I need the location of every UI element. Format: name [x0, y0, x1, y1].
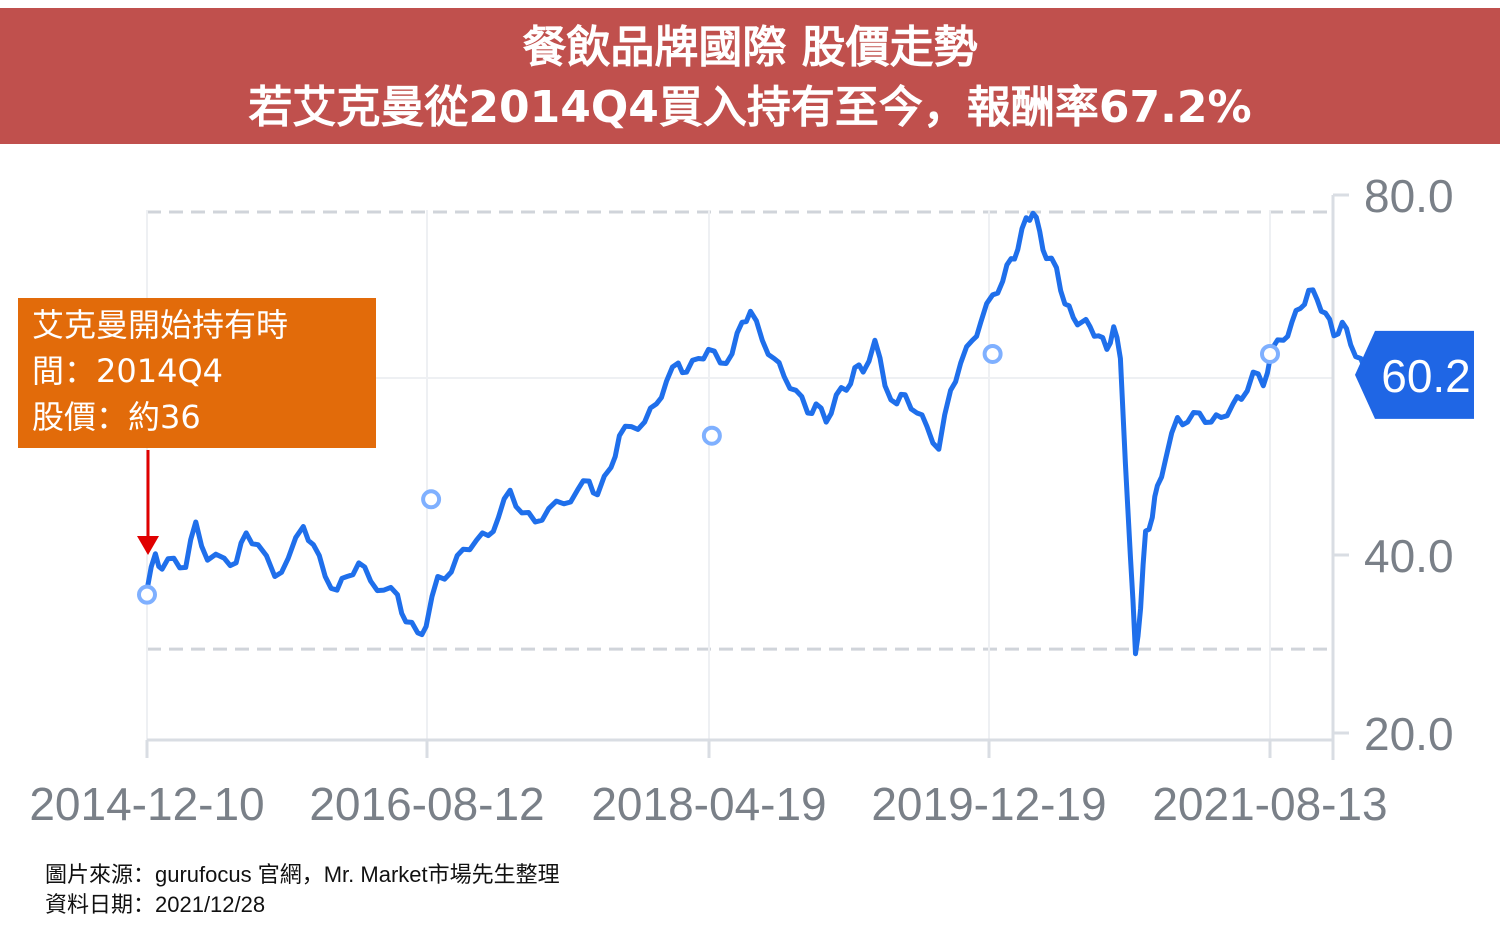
- last-value-label: 60.2: [1381, 350, 1471, 402]
- label-layer: 60.2: [1355, 330, 1474, 419]
- y-tick-label: 80.0: [1364, 170, 1454, 222]
- data-marker: [137, 584, 157, 605]
- annotation-arrow: [137, 450, 159, 555]
- arrow-head: [137, 536, 159, 555]
- x-tick-label: 2016-08-12: [309, 778, 544, 830]
- series-layer: [144, 210, 1396, 657]
- callout-line-3: 股價：約36: [32, 398, 201, 436]
- x-tick-label: 2019-12-19: [871, 778, 1106, 830]
- purchase-callout: 艾克曼開始持有時 間：2014Q4 股價：約36: [18, 298, 376, 448]
- chart-title: 餐飲品牌國際 股價走勢: [522, 22, 978, 73]
- data-marker: [421, 489, 442, 510]
- x-tick-label: 2014-12-10: [29, 778, 264, 830]
- data-marker: [1260, 343, 1280, 364]
- date-line: 資料日期：2021/12/28: [45, 892, 266, 917]
- last-value-tag: [1355, 330, 1474, 419]
- grid-layer: [146, 210, 1333, 740]
- axis-layer: 20.0 40.0 80.0 2014-12-10 2016-08-12 2018-04-…: [29, 170, 1453, 830]
- x-tick-label: 2018-04-19: [591, 778, 826, 830]
- title-banner: 餐飲品牌國際 股價走勢 若艾克曼從2014Q4買入持有至今，報酬率67.2%: [0, 8, 1500, 144]
- marker-layer: [137, 343, 1280, 605]
- chart-subtitle: 若艾克曼從2014Q4買入持有至今，報酬率67.2%: [248, 82, 1252, 133]
- y-tick-label: 20.0: [1364, 708, 1454, 760]
- x-tick-label: 2021-08-13: [1152, 778, 1387, 830]
- source-footer: 圖片來源：gurufocus 官網，Mr. Market市場先生整理 資料日期：…: [45, 860, 560, 920]
- y-tick-label: 40.0: [1364, 530, 1454, 582]
- callout-line-2: 間：2014Q4: [32, 352, 223, 390]
- source-line: 圖片來源：gurufocus 官網，Mr. Market市場先生整理: [45, 862, 560, 887]
- callout-line-1: 艾克曼開始持有時: [32, 306, 289, 344]
- data-marker: [701, 425, 722, 446]
- stock-price-chart: 20.0 40.0 80.0 2014-12-10 2016-08-12 2018-04-…: [29, 170, 1474, 830]
- data-marker: [982, 343, 1003, 364]
- price-line: [144, 210, 1396, 657]
